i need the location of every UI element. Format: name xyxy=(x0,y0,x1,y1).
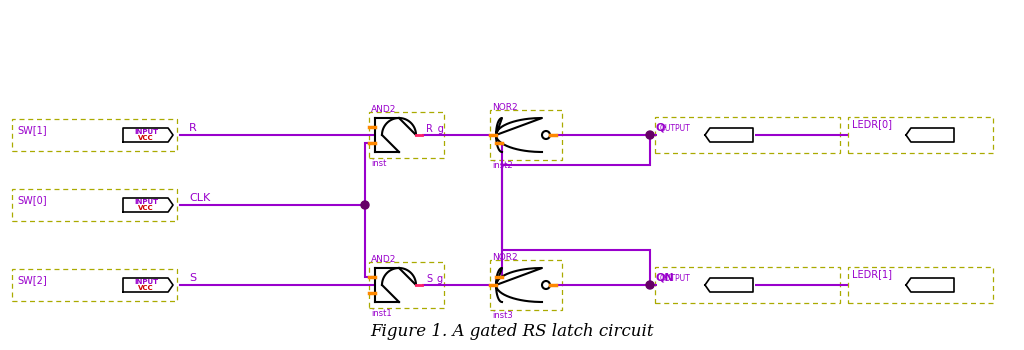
Text: CLK: CLK xyxy=(189,193,210,203)
Text: QN: QN xyxy=(655,272,674,282)
Bar xyxy=(12,269,177,301)
Text: AND2: AND2 xyxy=(371,255,396,264)
Text: VCC: VCC xyxy=(138,135,154,141)
Bar xyxy=(369,112,444,158)
Text: INPUT: INPUT xyxy=(134,279,158,285)
Text: R: R xyxy=(189,123,197,133)
Text: AND2: AND2 xyxy=(371,105,396,114)
Polygon shape xyxy=(705,278,753,292)
Circle shape xyxy=(542,131,550,139)
Text: S_g: S_g xyxy=(426,273,443,284)
Circle shape xyxy=(361,201,369,209)
Polygon shape xyxy=(496,118,542,152)
Bar xyxy=(12,189,177,221)
Text: NOR2: NOR2 xyxy=(492,253,517,262)
Bar xyxy=(490,260,562,310)
Polygon shape xyxy=(906,128,954,142)
Text: Q: Q xyxy=(655,122,665,132)
Text: SW[0]: SW[0] xyxy=(17,195,47,205)
Polygon shape xyxy=(705,128,753,142)
Polygon shape xyxy=(906,278,954,292)
Text: SW[2]: SW[2] xyxy=(17,275,47,285)
Text: inst: inst xyxy=(371,159,386,168)
Circle shape xyxy=(646,131,654,139)
Polygon shape xyxy=(123,128,173,142)
Text: SW[1]: SW[1] xyxy=(17,125,47,135)
Text: S: S xyxy=(189,273,197,283)
Text: R_g: R_g xyxy=(426,123,443,134)
Text: OUTPUT: OUTPUT xyxy=(660,274,691,283)
Text: INPUT: INPUT xyxy=(134,129,158,135)
Circle shape xyxy=(646,281,654,289)
Bar xyxy=(12,119,177,151)
Polygon shape xyxy=(496,268,542,302)
Text: inst3: inst3 xyxy=(492,311,513,320)
Text: inst1: inst1 xyxy=(371,309,391,318)
Circle shape xyxy=(542,281,550,289)
Text: VCC: VCC xyxy=(138,205,154,211)
Text: inst2: inst2 xyxy=(492,161,513,170)
Bar xyxy=(655,117,840,153)
Polygon shape xyxy=(123,278,173,292)
Text: VCC: VCC xyxy=(138,285,154,291)
Bar xyxy=(490,110,562,160)
Bar xyxy=(655,267,840,303)
Text: NOR2: NOR2 xyxy=(492,103,517,112)
Polygon shape xyxy=(382,268,416,302)
Bar xyxy=(848,267,993,303)
Text: LEDR[1]: LEDR[1] xyxy=(852,269,892,279)
Bar xyxy=(369,262,444,308)
Text: LEDR[0]: LEDR[0] xyxy=(852,119,892,129)
Polygon shape xyxy=(123,198,173,212)
Text: OUTPUT: OUTPUT xyxy=(660,124,691,133)
Bar xyxy=(848,117,993,153)
Text: INPUT: INPUT xyxy=(134,199,158,205)
Polygon shape xyxy=(382,118,416,152)
Text: Figure 1. A gated RS latch circuit: Figure 1. A gated RS latch circuit xyxy=(371,323,653,341)
